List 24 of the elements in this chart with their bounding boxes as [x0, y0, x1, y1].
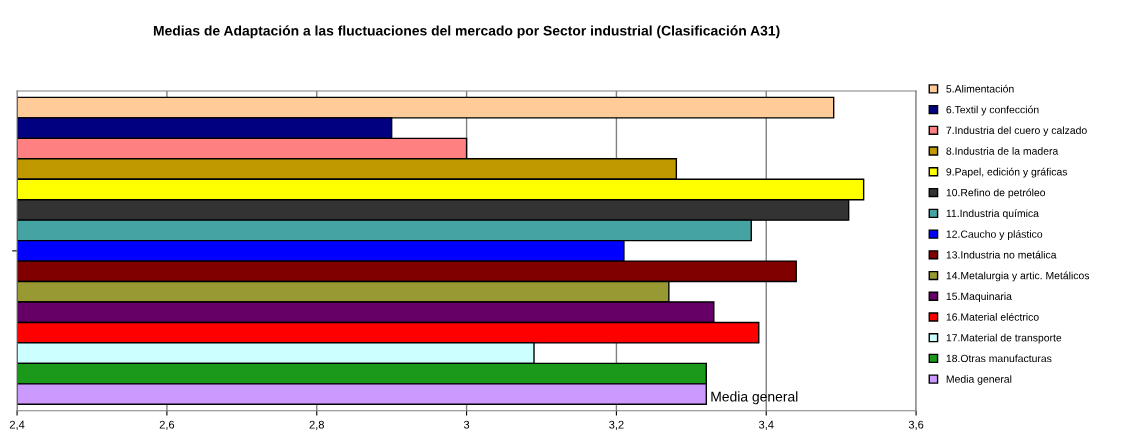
x-tick-label: 2,8 — [309, 420, 324, 430]
legend-label: 12.Caucho y plástico — [946, 230, 1043, 240]
legend-label: 17.Material de transporte — [946, 333, 1062, 344]
legend-label: 10.Refino de petróleo — [946, 188, 1046, 199]
x-tick-label: 3,6 — [908, 420, 924, 430]
x-tick-label: 3,4 — [758, 420, 774, 430]
x-tick-label: 2,6 — [159, 420, 175, 430]
legend-label: 16.Material eléctrico — [946, 312, 1039, 321]
chart-title: Medias de Adaptación a las fluctuaciones del mercado por Sector industrial (Clasificación A31) — [153, 25, 780, 39]
legend-label: 14.Metalurgia y artic. Metálicos — [946, 271, 1090, 282]
legend-label: 9.Papel, edición y gráficas — [946, 167, 1068, 178]
legend-label: 8.Industria de la madera — [946, 147, 1059, 155]
annotation: Media general — [711, 391, 798, 405]
legend-label: 18.Otras manufacturas — [946, 354, 1052, 363]
legend-label: 7.Industria del cuero y calzado — [946, 126, 1087, 137]
legend-label: 13.Industria no metálica — [946, 250, 1057, 259]
legend-label: Media general — [946, 375, 1012, 385]
x-tick-label: 2,4 — [9, 420, 25, 430]
legend-label: 11.Industria química — [946, 209, 1039, 220]
legend-label: 6.Textil y confección — [946, 105, 1039, 116]
legend-label: 15.Maquinaria — [946, 292, 1012, 303]
x-tick-label: 3,2 — [609, 420, 624, 430]
x-tick-label: 3 — [463, 420, 470, 429]
legend-label: 5.Alimentación — [946, 84, 1014, 93]
